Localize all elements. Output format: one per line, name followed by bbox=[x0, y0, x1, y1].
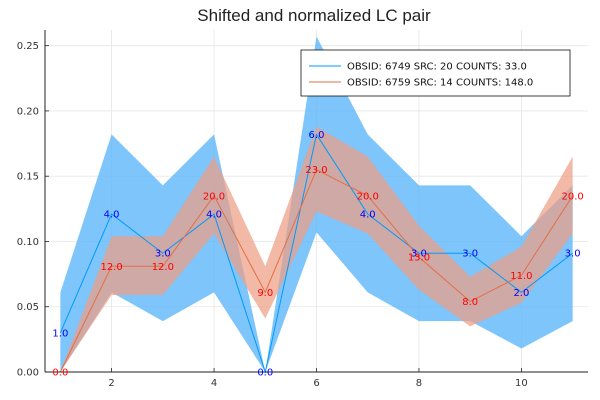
data-label-1-9: 11.0 bbox=[510, 271, 532, 282]
x-tick-label-3: 8 bbox=[416, 378, 422, 389]
data-label-1-7: 13.0 bbox=[408, 253, 430, 264]
error-band-1 bbox=[60, 126, 573, 372]
data-label-1-0: 0.0 bbox=[52, 368, 68, 379]
x-tick-label-1: 4 bbox=[211, 378, 217, 389]
legend-box bbox=[300, 49, 571, 97]
legend-entry-1: OBSID: 6759 SRC: 14 COUNTS: 148.0 bbox=[347, 78, 533, 89]
data-label-0-5: 6.0 bbox=[309, 130, 325, 141]
data-label-1-5: 23.0 bbox=[305, 165, 327, 176]
data-label-1-2: 12.0 bbox=[152, 262, 174, 273]
data-label-0-10: 3.0 bbox=[565, 249, 581, 260]
y-tick-label-4: 0.20 bbox=[17, 106, 39, 117]
data-label-0-1: 4.0 bbox=[104, 210, 120, 221]
y-tick-label-0: 0.00 bbox=[17, 368, 39, 379]
series-line-1 bbox=[59, 168, 574, 373]
data-label-0-8: 3.0 bbox=[462, 249, 478, 260]
x-tick-label-0: 2 bbox=[108, 378, 114, 389]
y-tick-label-1: 0.05 bbox=[17, 302, 39, 313]
data-label-0-7: 3.0 bbox=[411, 249, 427, 260]
axes bbox=[44, 30, 588, 373]
data-label-0-6: 4.0 bbox=[360, 210, 376, 221]
x-tick-label-2: 6 bbox=[313, 378, 319, 389]
data-label-0-3: 4.0 bbox=[206, 210, 222, 221]
legend-entry-0: OBSID: 6749 SRC: 20 COUNTS: 33.0 bbox=[347, 62, 527, 73]
data-label-1-6: 20.0 bbox=[357, 191, 379, 202]
y-tick-label-5: 0.25 bbox=[17, 41, 39, 52]
tick-labels: 2 4 6 8 10 0.00 0.05 0.10 0.15 0.20 0.25 bbox=[17, 41, 528, 389]
error-bands bbox=[60, 36, 573, 372]
series-lines bbox=[59, 133, 574, 374]
data-label-0-0: 1.0 bbox=[52, 328, 68, 339]
data-label-0-4: 0.0 bbox=[257, 368, 273, 379]
series-line-0 bbox=[59, 133, 573, 374]
y-tick-label-3: 0.15 bbox=[17, 172, 39, 183]
data-label-1-4: 9.0 bbox=[257, 288, 273, 299]
data-label-0-9: 2.0 bbox=[513, 288, 529, 299]
legend: OBSID: 6749 SRC: 20 COUNTS: 33.0 OBSID: … bbox=[300, 49, 571, 97]
data-label-1-1: 12.0 bbox=[100, 262, 122, 273]
data-labels: 1.0 4.0 3.0 4.0 0.0 6.0 4.0 3.0 3.0 2.0 3.0 0.0 12.0… bbox=[52, 130, 583, 379]
data-label-1-8: 8.0 bbox=[462, 297, 478, 308]
y-tick-label-2: 0.10 bbox=[17, 237, 39, 248]
data-label-0-2: 3.0 bbox=[155, 249, 171, 260]
data-label-1-10: 20.0 bbox=[561, 191, 583, 202]
x-tick-label-4: 10 bbox=[515, 378, 528, 389]
chart-title: Shifted and normalized LC pair bbox=[197, 6, 431, 25]
data-label-1-3: 20.0 bbox=[203, 191, 225, 202]
